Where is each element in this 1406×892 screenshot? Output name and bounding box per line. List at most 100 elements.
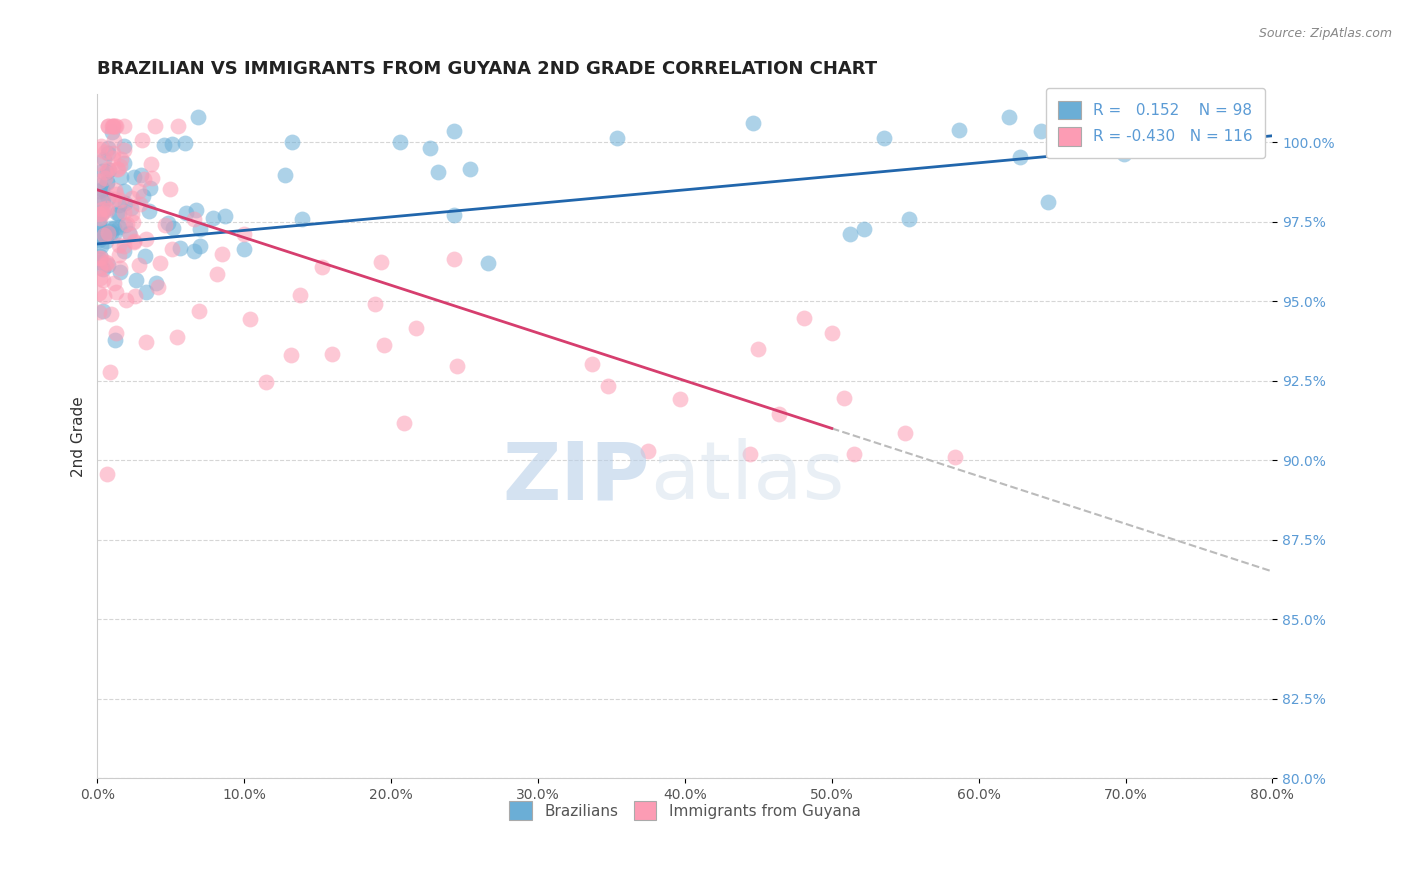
Point [141, 170, 163, 185]
Point [153, 219, 176, 233]
Point [145, 276, 167, 290]
Point [135, 285, 157, 299]
Point [100, 226, 122, 240]
Point [93, 289, 115, 303]
Text: BRAZILIAN VS IMMIGRANTS FROM GUYANA 2ND GRADE CORRELATION CHART: BRAZILIAN VS IMMIGRANTS FROM GUYANA 2ND … [97, 60, 877, 78]
Point [89, 252, 111, 267]
Point [291, 212, 314, 227]
Point [91, 206, 114, 220]
Point [110, 169, 132, 184]
Point [311, 260, 333, 274]
Point [872, 130, 894, 145]
Point [738, 447, 761, 461]
Point [183, 212, 205, 227]
Point [124, 289, 146, 303]
Point [108, 206, 131, 220]
Point [844, 447, 866, 461]
Point [135, 232, 157, 246]
Point [93, 227, 115, 242]
Point [118, 227, 141, 242]
Point [162, 137, 184, 152]
Point [87, 286, 110, 301]
Point [274, 169, 297, 183]
Point [443, 208, 465, 222]
Point [97, 190, 120, 204]
Point [139, 180, 162, 194]
Point [97, 226, 120, 240]
Point [97, 120, 120, 134]
Point [93, 203, 115, 218]
Point [145, 120, 167, 134]
Point [112, 239, 135, 253]
Point [134, 248, 156, 262]
Point [1029, 124, 1052, 138]
Point [108, 248, 131, 262]
Point [101, 125, 124, 139]
Point [606, 131, 628, 145]
Point [373, 338, 395, 352]
Point [121, 206, 143, 220]
Point [97, 161, 120, 176]
Point [104, 183, 127, 197]
Point [103, 192, 125, 206]
Point [94, 145, 117, 160]
Point [443, 252, 465, 266]
Point [114, 195, 136, 210]
Point [94, 258, 117, 272]
Point [112, 185, 135, 199]
Point [96, 467, 118, 481]
Point [94, 164, 117, 178]
Point [115, 217, 138, 231]
Point [138, 204, 160, 219]
Point [93, 226, 115, 240]
Point [853, 222, 876, 236]
Point [288, 287, 311, 301]
Point [114, 293, 136, 307]
Point [87, 251, 110, 265]
Point [128, 197, 150, 211]
Point [211, 247, 233, 261]
Point [89, 271, 111, 285]
Point [1010, 150, 1032, 164]
Point [122, 235, 145, 249]
Point [321, 347, 343, 361]
Text: ZIP: ZIP [502, 438, 650, 516]
Point [821, 326, 844, 341]
Point [96, 120, 118, 134]
Point [1188, 110, 1211, 124]
Point [91, 206, 114, 220]
Point [104, 285, 127, 300]
Point [104, 333, 127, 347]
Point [91, 192, 114, 206]
Point [112, 120, 135, 134]
Point [998, 110, 1021, 124]
Point [159, 182, 181, 196]
Point [898, 211, 921, 226]
Point [97, 162, 120, 177]
Point [97, 258, 120, 272]
Point [93, 261, 115, 276]
Point [281, 136, 304, 150]
Point [446, 359, 468, 373]
Text: Source: ZipAtlas.com: Source: ZipAtlas.com [1258, 27, 1392, 40]
Point [87, 231, 110, 245]
Point [87, 304, 110, 318]
Point [214, 209, 236, 223]
Point [90, 139, 112, 153]
Point [101, 146, 124, 161]
Point [100, 307, 122, 321]
Point [233, 227, 256, 242]
Point [112, 244, 135, 258]
Point [112, 156, 135, 170]
Point [132, 172, 155, 186]
Point [89, 142, 111, 156]
Point [128, 184, 150, 198]
Point [89, 254, 111, 268]
Point [747, 342, 769, 356]
Point [239, 312, 262, 326]
Point [89, 211, 111, 226]
Point [141, 157, 163, 171]
Point [254, 375, 277, 389]
Point [122, 169, 145, 184]
Point [427, 165, 450, 179]
